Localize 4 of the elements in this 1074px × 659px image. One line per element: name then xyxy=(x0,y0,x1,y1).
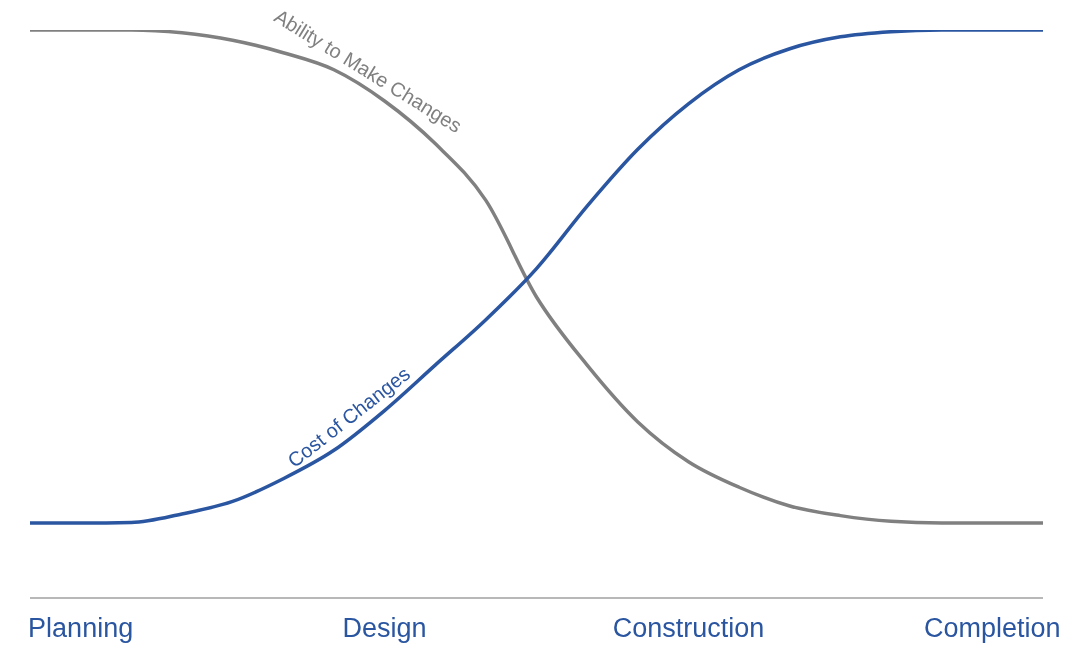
x-tick-label: Planning xyxy=(28,613,134,644)
x-tick-label: Design xyxy=(342,613,427,644)
x-tick-label: Completion xyxy=(924,613,1061,644)
x-tick-label: Construction xyxy=(612,613,765,644)
